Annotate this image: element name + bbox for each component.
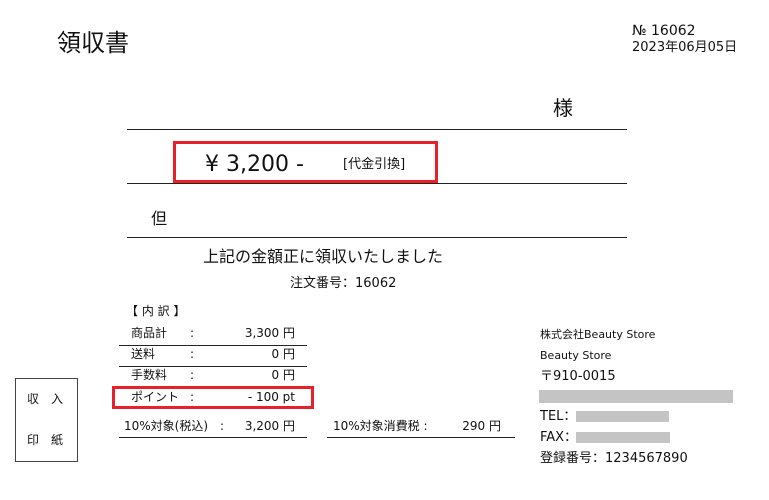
receipt-number: № 16062 [632,23,696,39]
tax-label: 10%対象消費税 : [333,419,428,433]
divider [127,183,627,184]
stamp-label: 印 紙 [27,433,64,447]
order-number: 注文番号：16062 [290,276,397,291]
row-colon: : [190,390,195,404]
divider [119,437,307,438]
page-title: 領収書 [57,29,129,57]
issuer-postal: 〒910-0015 [540,369,616,384]
taxable-label: 10%対象(税込) : [124,419,225,433]
row-value: 0 円 [271,347,295,361]
receipt-date: 2023年06月05日 [632,40,738,55]
row-value: - 100 pt [247,390,295,404]
divider [127,237,627,238]
honorific: 様 [553,96,573,120]
row-colon: : [190,347,195,361]
stamp-label: 収 入 [27,392,64,406]
row-value: 3,300 円 [244,326,295,340]
taxable-value: 3,200 円 [244,419,295,433]
redacted-tel [576,411,669,422]
row-label: 送料 [131,347,156,361]
redacted-fax [576,432,670,443]
row-value: 0 円 [271,368,295,382]
issuer-store: Beauty Store [540,349,612,362]
payment-method: [代金引換] [343,157,406,172]
tel-label: TEL： [540,409,577,424]
registration-number: 登録番号：1234567890 [540,451,688,466]
amount-highlight [173,141,438,183]
row-label: 手数料 [131,368,168,382]
row-colon: : [190,326,195,340]
revenue-stamp-box: 収 入 印 紙 [15,378,78,462]
receipt-statement: 上記の金額正に領収いたしました [203,247,444,266]
points-highlight [112,386,314,409]
row-colon: : [190,368,195,382]
divider [119,366,307,367]
tadashi-label: 但 [151,209,168,228]
row-label: 商品計 [131,326,168,340]
redacted-address [539,390,733,403]
tax-value: 290 円 [462,419,501,433]
breakdown-heading: 【 内 訳 】 [126,304,186,318]
row-label: ポイント [131,390,180,404]
fax-label: FAX： [540,430,578,445]
amount: ¥ 3,200 - [205,152,304,177]
divider [327,437,515,438]
divider [127,129,627,130]
issuer-company: 株式会社Beauty Store [540,328,656,341]
divider [119,345,307,346]
